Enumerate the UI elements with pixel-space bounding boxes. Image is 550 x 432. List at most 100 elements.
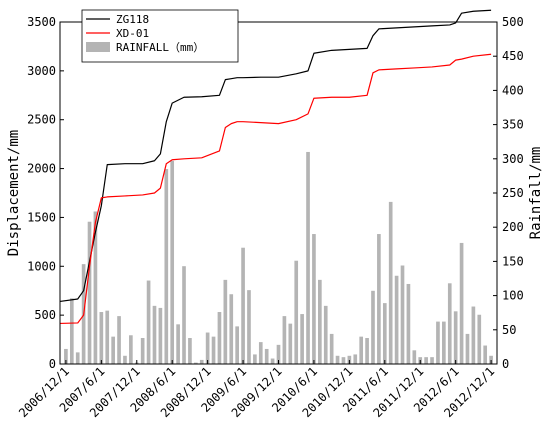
rainfall-bar-2011-05 (377, 234, 381, 364)
y-right-tick-label-500: 500 (502, 15, 524, 29)
y-left-tick-label-1000: 1000 (27, 259, 56, 273)
rainfall-bar-2010-01 (282, 316, 287, 364)
y-left-axis-title: Displacement/mm (6, 130, 22, 256)
rainfall-bar-2007-06 (99, 312, 104, 364)
rainfall-bar-2009-02 (217, 312, 222, 364)
y-right-tick-label-400: 400 (502, 83, 524, 97)
rainfall-bar-2009-01 (211, 336, 216, 364)
rainfall-bar-2012-08 (465, 333, 470, 364)
rainfall-bar-2011-02 (359, 336, 364, 364)
rainfall-bar-2010-03 (294, 260, 299, 364)
rainfall-bar-2009-12 (276, 344, 281, 364)
y-right-tick-label-300: 300 (502, 152, 524, 166)
y-right-axis-title: Rainfall/mm (528, 147, 544, 240)
y-left-tick-label-1500: 1500 (27, 210, 56, 224)
legend-label-2: RAINFALL（mm） (116, 41, 204, 54)
rainfall-bar-2011-04 (371, 290, 375, 364)
rainfall-bar-2010-11 (341, 357, 346, 364)
rainfall-bar-2010-04 (300, 314, 304, 364)
rainfall-bar-2009-08 (253, 354, 257, 364)
displacement-lines (59, 9, 492, 325)
y-left-tick-label-3000: 3000 (27, 64, 56, 78)
rainfall-bar-2008-02 (146, 280, 151, 364)
rainfall-bar-2006-12 (64, 348, 68, 364)
y-left-tick-label-2500: 2500 (27, 113, 56, 127)
rainfall-bar-2012-11 (483, 345, 488, 364)
rainfall-bar-2012-02 (430, 357, 434, 364)
rainfall-bar-2009-10 (264, 348, 269, 364)
rainfall-bar-2011-07 (388, 201, 393, 364)
series-line-zg118 (59, 9, 492, 303)
rainfall-bar-2012-01 (424, 357, 428, 364)
legend-label-1: XD-01 (116, 27, 149, 40)
rainfall-bar-2010-06 (312, 234, 316, 364)
rainfall-bar-2012-05 (447, 283, 452, 364)
rainfall-bar-2009-06 (241, 247, 245, 364)
y-right-tick-label-350: 350 (502, 118, 524, 132)
rainfall-bar-2008-07 (176, 324, 180, 364)
rainfall-bar-2007-08 (111, 336, 115, 364)
rainfall-bar-2010-09 (329, 333, 334, 364)
y-right-tick-label-100: 100 (502, 289, 524, 303)
rainfall-bar-2012-03 (436, 321, 440, 364)
rainfall-bar-2007-11 (129, 335, 133, 364)
rainfall-bar-2007-10 (123, 355, 127, 364)
legend-box (81, 9, 239, 63)
rainfall-bar-2010-07 (318, 279, 322, 364)
rainfall-bar-2008-01 (140, 338, 145, 364)
y-right-tick-label-450: 450 (502, 49, 524, 63)
y-left-tick-label-2000: 2000 (27, 162, 56, 176)
rainfall-bar-2011-01 (353, 354, 358, 364)
rainfall-bar-2008-12 (205, 332, 210, 364)
rainfall-bar-2012-07 (459, 242, 464, 364)
rainfall-bar-2011-11 (412, 350, 417, 364)
legend-swatch-rainfall (86, 42, 110, 52)
y-left-tick-label-3500: 3500 (27, 15, 56, 29)
y-right-tick-label-150: 150 (502, 254, 524, 268)
rainfall-bar-2011-06 (382, 303, 387, 364)
rainfall-bar-2008-06 (170, 160, 175, 364)
rainfall-bar-2008-11 (199, 359, 204, 364)
rainfall-bars (64, 151, 493, 364)
rainfall-bar-2010-12 (347, 355, 352, 364)
rainfall-bar-2007-07 (105, 310, 110, 364)
rainfall-bar-2007-09 (117, 316, 121, 364)
rainfall-bar-2008-10 (193, 362, 198, 364)
rainfall-bar-2011-09 (400, 265, 405, 364)
rainfall-bar-2009-05 (235, 326, 239, 364)
rainfall-bar-2007-01 (69, 298, 74, 364)
rainfall-bar-2012-09 (471, 306, 476, 364)
rainfall-bar-2009-09 (258, 342, 263, 364)
y-right-tick-label-200: 200 (502, 220, 524, 234)
plot-frame (59, 21, 498, 365)
rainfall-bar-2011-08 (394, 275, 399, 364)
legend-label-0: ZG118 (116, 13, 149, 26)
rainfall-bar-2008-09 (188, 338, 192, 364)
rainfall-bar-2009-07 (247, 290, 251, 364)
rainfall-bar-2009-03 (223, 279, 228, 364)
rainfall-bar-2012-06 (453, 311, 458, 364)
rainfall-bar-2008-03 (152, 305, 157, 364)
y-right-tick-label-50: 50 (502, 323, 516, 337)
rainfall-bar-2012-12 (489, 355, 493, 364)
rainfall-bar-2011-10 (406, 283, 411, 364)
axes: 0 500 1000 1500 2000 2500 3000 3500 0 50 100 150 200… (6, 15, 544, 420)
y-left-tick-label-0: 0 (49, 357, 56, 371)
y-left-tick-label-500: 500 (34, 308, 56, 322)
rainfall-bar-2007-02 (75, 352, 80, 364)
rainfall-bar-2007-04 (87, 221, 92, 364)
rainfall-bar-2009-11 (270, 358, 275, 364)
series-line-xd-01 (59, 53, 492, 325)
y-right-tick-label-0: 0 (502, 357, 509, 371)
y-right-tick-label-250: 250 (502, 186, 524, 200)
rainfall-bar-2010-02 (288, 323, 293, 364)
rainfall-bar-2010-10 (335, 355, 340, 364)
rainfall-bar-2009-04 (229, 294, 234, 364)
rainfall-bar-2012-10 (477, 314, 482, 364)
rainfall-bar-2007-05 (93, 211, 98, 364)
rainfall-bar-2012-04 (442, 321, 446, 364)
rainfall-bar-2011-03 (365, 338, 369, 364)
rainfall-bar-2010-05 (306, 151, 310, 364)
